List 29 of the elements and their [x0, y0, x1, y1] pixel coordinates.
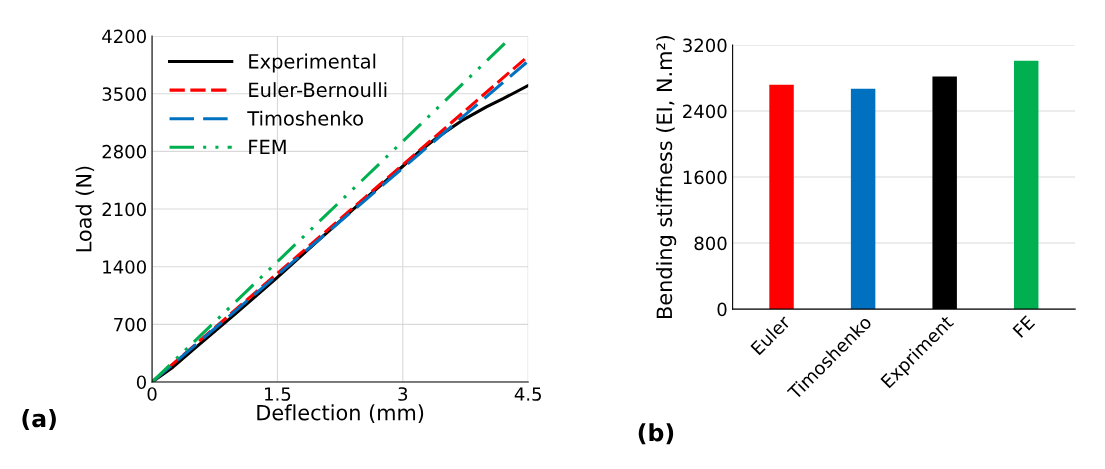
x-tick-label: 3: [398, 387, 408, 401]
bar: [1014, 60, 1039, 310]
y-tick-label: 2400: [683, 104, 727, 119]
y-tick-label: 3500: [102, 87, 146, 101]
legend-label: Experimental: [249, 53, 376, 73]
x-axis-title: Deflection (mm): [257, 404, 424, 423]
y-tick-label: 2800: [102, 144, 146, 159]
text: (a): [22, 409, 56, 431]
legend-label: Timoshenko: [247, 110, 363, 126]
y-tick-label: 0: [717, 302, 727, 317]
y-axis-title: Bending stiffness (EI, N.m²): [656, 35, 677, 318]
y-tick-label: 2100: [102, 202, 146, 217]
bar: [850, 88, 876, 310]
x-tick-label: 0: [147, 387, 157, 401]
y-tick-label: 3200: [683, 38, 727, 53]
text: (b): [638, 423, 674, 445]
y-tick-label: 1600: [683, 170, 727, 185]
y-tick-label: 0: [136, 375, 146, 390]
x-tick-label: 4.5: [514, 387, 541, 401]
y-tick-label: 1400: [103, 260, 146, 274]
legend-label: Euler-Bernoulli: [249, 82, 387, 98]
x-tick-label: 1.5: [265, 387, 291, 401]
bar: [769, 84, 794, 310]
y-tick-label: 800: [694, 236, 727, 251]
y-axis-title: Load (N): [75, 166, 95, 252]
legend-label: FEM: [249, 139, 286, 155]
y-tick-label: 700: [114, 317, 146, 332]
y-tick-label: 4200: [102, 29, 146, 44]
x-tick-label: FE: [1012, 315, 1036, 338]
